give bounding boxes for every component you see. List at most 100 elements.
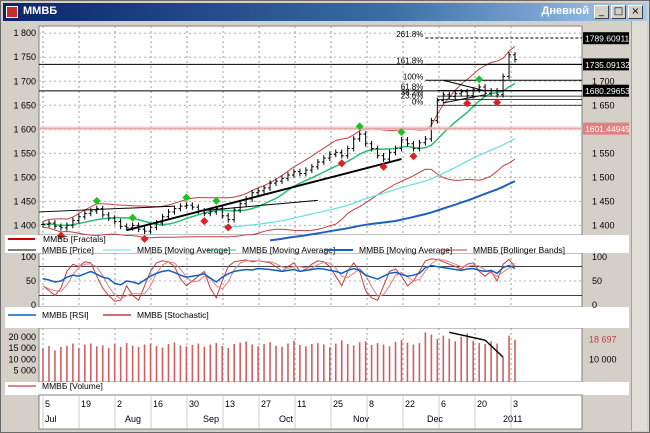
fractal-marker [56, 231, 65, 240]
oscillator-panel-bg [38, 252, 583, 308]
fib-level-label: 61.8% [401, 82, 424, 91]
time-axis-day: 3 [513, 399, 518, 409]
fractal-marker [379, 162, 388, 171]
trend-line [126, 158, 402, 232]
time-axis-day: 5 [45, 399, 50, 409]
time-axis-day: 6 [441, 399, 446, 409]
title-bar: ММВБ Дневной _ □ × [3, 3, 647, 21]
time-axis-day: 20 [477, 399, 487, 409]
oscillator-axis-tick: 0 [31, 300, 36, 310]
price-axis-tick: 1 650 [13, 100, 36, 110]
moving-average-cyan [222, 138, 516, 228]
fractal-marker [355, 122, 364, 131]
bollinger-upper [42, 46, 516, 222]
legend-label: ММВБ [RSI] [42, 310, 89, 320]
price-tag-box [583, 32, 629, 45]
stochastic-signal-line [42, 259, 516, 300]
period-label: Дневной [541, 5, 590, 17]
time-axis-day: 27 [261, 399, 271, 409]
time-axis-day: 2 [117, 399, 122, 409]
time-axis-month: Sep [203, 414, 219, 424]
legend-label: ММВБ [Moving Average] [242, 245, 335, 255]
price-axis-tick: 1 550 [13, 148, 36, 158]
price-axis-tick: 1 750 [13, 52, 36, 62]
price-axis-tick: 1 500 [13, 172, 36, 182]
volume-axis-tick: 5 000 [13, 366, 36, 376]
legend-label: ММВБ [Fractals] [43, 234, 106, 244]
time-axis-month: Dec [427, 414, 444, 424]
oscillator-axis-tick: 50 [26, 276, 36, 286]
volume-legend-bg [5, 382, 629, 395]
fractal-marker [493, 98, 502, 107]
time-axis-month: Nov [353, 414, 370, 424]
price-axis-tick-right: 1 400 [592, 220, 615, 230]
fractal-marker [475, 75, 484, 84]
price-tag-label: 1680.29653 [585, 86, 630, 96]
window-title: ММВБ [23, 5, 58, 17]
trend-line [443, 79, 486, 92]
maximize-button[interactable]: □ [611, 5, 626, 19]
price-tag-label: 1735.09132 [585, 60, 630, 70]
volume-trend-line [449, 331, 486, 341]
volume-axis-tick: 10 000 [8, 354, 36, 364]
fractal-marker [212, 196, 221, 205]
price-axis-tick-right: 1 650 [592, 100, 615, 110]
time-axis-day: 13 [225, 399, 235, 409]
volume-axis-tick-right: 10 000 [589, 354, 617, 364]
price-panel-bg [38, 25, 583, 236]
close-button[interactable]: × [628, 5, 643, 19]
oscillator-axis-tick-right: 100 [592, 252, 607, 262]
app-icon [6, 6, 18, 18]
trend-line [38, 205, 175, 213]
fib-level-label: 0% [412, 97, 424, 106]
price-tag-box [583, 84, 629, 97]
volume-axis-tick: 15 000 [8, 343, 36, 353]
trend-line [198, 199, 318, 212]
fractal-marker [92, 196, 101, 205]
bollinger-lower [42, 158, 516, 239]
volume-last-value: 18 697 [589, 335, 617, 345]
time-axis-month: Jul [45, 414, 57, 424]
fib-level-label: 23.6% [401, 92, 424, 101]
price-axis-tick-right: 1 500 [592, 172, 615, 182]
moving-average-blue [269, 180, 516, 242]
price-axis-tick-right: 1 550 [592, 148, 615, 158]
time-axis-month: 2011 [503, 414, 522, 424]
price-axis-tick: 1 700 [13, 76, 36, 86]
time-axis-day: 11 [297, 399, 306, 409]
volume-axis-tick: 20 000 [8, 332, 36, 342]
time-axis-day: 30 [189, 399, 199, 409]
minimize-button[interactable]: _ [594, 5, 609, 19]
moving-average-green [42, 82, 516, 227]
fib-level-label: 38.2% [401, 88, 424, 97]
fractal-marker [397, 128, 406, 137]
fractal-marker [182, 193, 191, 202]
fractal-marker [463, 99, 472, 108]
time-axis-day: 25 [333, 399, 343, 409]
time-axis-day: 19 [81, 399, 91, 409]
price-tag-box [583, 122, 629, 135]
time-axis-bg [38, 394, 583, 430]
fractal-marker [200, 217, 209, 226]
level-band [39, 126, 582, 131]
legend-label: ММВБ [Stochastic] [137, 310, 209, 320]
legend-label: ММВБ [Volume] [42, 381, 103, 391]
fractal-marker [224, 223, 233, 232]
fractal-marker [140, 234, 149, 243]
volume-trend-line [484, 339, 504, 358]
oscillator-legend-bg [5, 307, 629, 328]
vertical-scrollbar[interactable] [631, 21, 647, 431]
fib-level-label: 100% [403, 72, 423, 81]
fractal-marker [128, 213, 137, 222]
price-axis-tick: 1 400 [13, 220, 36, 230]
fractal-marker [337, 159, 346, 168]
time-axis-day: 8 [369, 399, 374, 409]
legend-label: ММВБ [Moving Average] [137, 245, 230, 255]
chart-canvas: 261.8% 161.8% 100%61.8%38.2%23.6%0% 1 800 1… [5, 25, 630, 430]
time-axis-day: 16 [153, 399, 163, 409]
legend-label: ММВБ [Moving Average] [359, 245, 452, 255]
price-axis-tick-right: 1 700 [592, 76, 615, 86]
oscillator-axis-tick-right: 50 [592, 276, 602, 286]
fib-level-label: 161.8% [396, 56, 423, 65]
